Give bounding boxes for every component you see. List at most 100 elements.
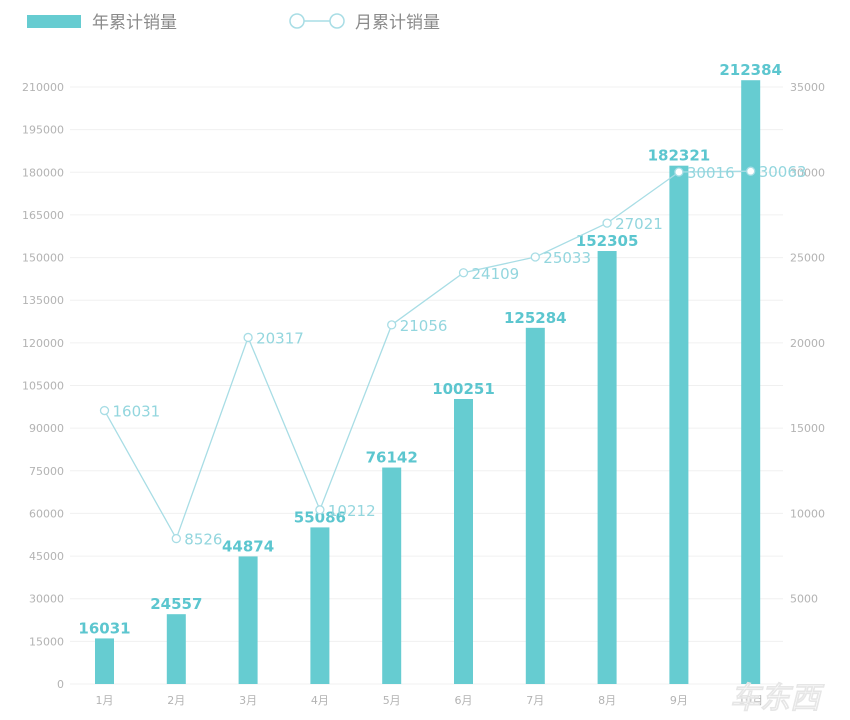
line-marker[interactable] (602, 218, 612, 228)
line-marker[interactable] (674, 167, 684, 177)
line-point[interactable]: 20317 (243, 329, 304, 347)
line-marker[interactable] (530, 252, 540, 262)
x-tick: 7月 (526, 694, 544, 707)
bar[interactable]: 44874 (222, 537, 274, 684)
y-tick-left: 180000 (22, 166, 64, 179)
line-value-label: 10212 (328, 502, 376, 520)
bar[interactable]: 76142 (366, 449, 418, 684)
line-value-label: 21056 (400, 317, 448, 335)
bar[interactable]: 55086 (294, 508, 346, 684)
x-tick: 9月 (670, 694, 688, 707)
bar-rect[interactable] (597, 251, 617, 684)
bar[interactable]: 182321 (648, 147, 711, 684)
x-tick: 1月 (96, 694, 114, 707)
bar[interactable]: 16031 (78, 619, 131, 684)
line-point[interactable]: 27021 (602, 215, 663, 233)
legend-item-bar[interactable]: 年累计销量 (27, 13, 177, 33)
bar-rect[interactable] (238, 556, 258, 684)
line-point[interactable]: 8526 (171, 531, 222, 549)
line-value-label: 16031 (113, 403, 161, 421)
bar-rect[interactable] (454, 399, 473, 684)
line-marker[interactable] (243, 332, 253, 343)
line-point[interactable]: 16031 (99, 403, 161, 421)
legend-line-marker-left (289, 13, 305, 29)
watermark: 车东西 (730, 681, 825, 716)
line-series: 16031 8526 20317 10212 21056 24109 25033 27021 3… (99, 163, 807, 549)
line-value-label: 8526 (184, 531, 222, 549)
bar-value-label: 100251 (432, 380, 495, 398)
y-tick-right: 15000 (790, 422, 825, 435)
line-marker[interactable] (171, 533, 181, 544)
x-tick: 6月 (455, 694, 473, 707)
y-axis-right: 5000 10000 15000 20000 25000 30000 35000 (790, 81, 825, 606)
line-point[interactable]: 30016 (674, 164, 735, 182)
bar[interactable]: 152305 (576, 232, 639, 684)
bar-rect[interactable] (95, 638, 114, 684)
y-tick-right: 30000 (790, 166, 825, 179)
bar[interactable]: 100251 (432, 380, 495, 684)
y-tick-left: 60000 (29, 507, 64, 520)
line-point[interactable]: 30063 (746, 163, 807, 181)
legend: 年累计销量 月累计销量 (27, 13, 440, 33)
line-point[interactable]: 21056 (387, 317, 448, 335)
bar-rect[interactable] (166, 614, 186, 684)
bar-rect[interactable] (525, 327, 545, 684)
x-tick: 5月 (383, 694, 401, 707)
bar-rect[interactable] (382, 467, 402, 684)
bar-value-label: 125284 (504, 309, 567, 327)
y-tick-right: 25000 (790, 252, 825, 265)
line-path (103, 170, 751, 541)
bar-value-label: 24557 (150, 595, 202, 613)
line-value-label: 30063 (759, 163, 807, 181)
bar-rect[interactable] (669, 165, 689, 684)
line-point[interactable]: 24109 (458, 265, 520, 283)
line-point[interactable]: 10212 (315, 502, 376, 520)
line-marker[interactable] (387, 320, 397, 330)
bar-value-label: 55086 (294, 508, 346, 526)
x-tick: 3月 (239, 694, 257, 707)
bar-value-label: 212384 (719, 61, 782, 79)
gridlines (70, 86, 783, 685)
y-tick-right: 10000 (790, 507, 825, 520)
line-marker[interactable] (458, 268, 469, 278)
y-tick-left: 120000 (22, 337, 64, 350)
bar[interactable]: 212384 (719, 61, 782, 684)
y-tick-left: 45000 (29, 550, 64, 563)
x-axis: 1月 2月 3月 4月 5月 6月 7月 8月 9月 10月 (96, 694, 764, 707)
bar-value-label: 182321 (648, 147, 711, 165)
bar[interactable]: 24557 (150, 595, 202, 684)
y-tick-left: 195000 (22, 124, 64, 137)
bar-value-label: 152305 (576, 232, 639, 250)
legend-item-line[interactable]: 月累计销量 (289, 13, 440, 33)
bar-value-label: 44874 (222, 537, 274, 555)
line-value-label: 25033 (543, 249, 591, 267)
legend-line-label: 月累计销量 (355, 13, 440, 33)
bar-value-label: 76142 (366, 449, 418, 467)
y-axis-left: 0 15000 30000 45000 60000 75000 90000 105000 120… (22, 81, 64, 691)
legend-bar-swatch (27, 15, 81, 28)
y-tick-right: 20000 (790, 337, 825, 350)
line-marker[interactable] (315, 505, 325, 515)
y-tick-right: 5000 (790, 593, 818, 606)
bar-rect[interactable] (310, 527, 330, 684)
y-tick-left: 30000 (29, 593, 64, 606)
bar-series: 16031 24557 44874 55086 76142 100251 125284 152… (78, 61, 782, 684)
line-marker[interactable] (99, 405, 110, 416)
x-tick: 4月 (311, 694, 329, 707)
y-tick-left: 210000 (22, 81, 64, 94)
y-tick-left: 90000 (29, 422, 64, 435)
line-value-label: 27021 (615, 215, 663, 233)
bar-value-label: 16031 (78, 619, 130, 637)
line-value-label: 20317 (256, 329, 304, 347)
y-tick-left: 165000 (22, 209, 64, 222)
legend-bar-label: 年累计销量 (92, 13, 177, 33)
line-marker[interactable] (746, 166, 756, 176)
bar-rect[interactable] (741, 80, 761, 684)
y-tick-left: 135000 (22, 294, 64, 307)
line-point[interactable]: 25033 (530, 249, 591, 267)
y-tick-left: 150000 (22, 252, 64, 265)
bar[interactable]: 125284 (504, 309, 567, 684)
line-value-label: 24109 (472, 265, 520, 283)
line-value-label: 30016 (687, 164, 735, 182)
